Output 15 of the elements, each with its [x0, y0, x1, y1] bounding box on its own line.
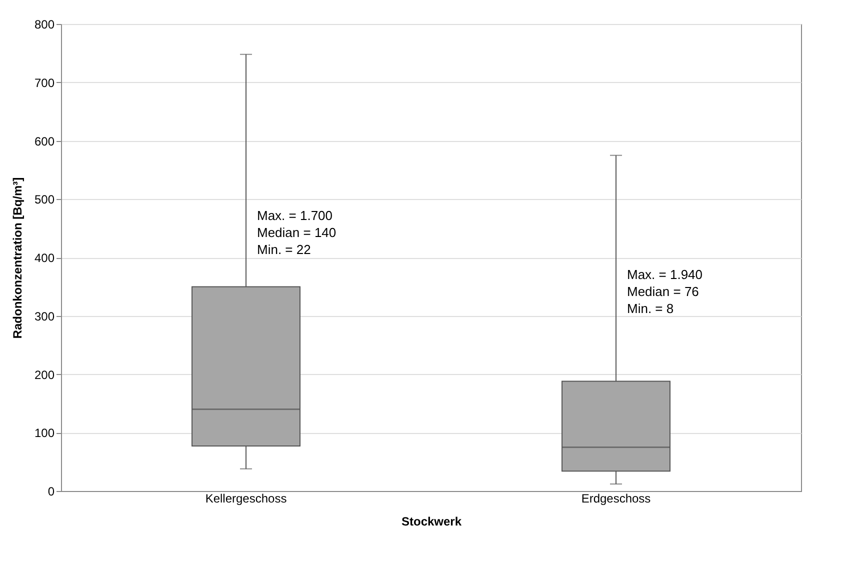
- y-tick-label: 300: [34, 309, 55, 324]
- y-tick-label: 600: [34, 134, 55, 148]
- y-tick-label: 200: [34, 368, 55, 382]
- y-axis-title: Radonkonzentration [Bq/m³]: [10, 177, 24, 339]
- y-tick-label: 100: [34, 426, 55, 440]
- y-tick-label: 700: [34, 76, 55, 90]
- annotation: Max. = 1.700 Median = 140 Min. = 22: [257, 208, 336, 257]
- x-tick-label: Kellergeschoss: [205, 492, 287, 506]
- x-axis-title: Stockwerk: [401, 514, 462, 528]
- y-tick-label: 800: [34, 18, 55, 32]
- y-tick-label: 0: [48, 484, 55, 498]
- annotation: Max. = 1.940 Median = 76 Min. = 8: [627, 267, 703, 316]
- y-tick-label: 500: [34, 192, 55, 207]
- y-tick-label: 400: [34, 251, 55, 265]
- x-tick-label: Erdgeschoss: [581, 492, 651, 506]
